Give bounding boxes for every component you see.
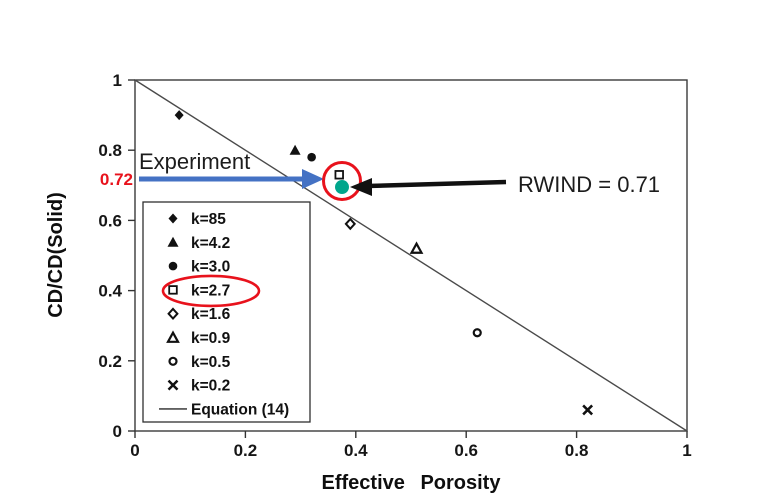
square-open-icon: [168, 285, 178, 295]
legend-item-k-0.5: k=0.5: [168, 354, 231, 371]
y-tick-label: 0.6: [98, 211, 122, 230]
experiment-label: Experiment: [139, 149, 250, 174]
y-tick-label: 0.2: [98, 352, 122, 371]
x-tick-label: 1: [682, 441, 691, 460]
rwind-arrow: [350, 178, 507, 196]
legend-item-label: k=0.5: [191, 354, 231, 371]
legend-item-k-1.6: k=1.6: [167, 306, 231, 323]
data-point-k-0.9: [410, 242, 423, 254]
legend-item-label: Equation (14): [191, 401, 289, 418]
data-point-k-1.6: [344, 218, 356, 230]
legend-item-equation-14-: Equation (14): [158, 401, 289, 418]
data-point-k-2.7: [334, 170, 344, 180]
x-tick-label: 0.6: [454, 441, 478, 460]
data-point-k-85: [174, 110, 184, 121]
rwind-arrowhead-icon: [350, 178, 372, 196]
x-tick-label: 0.4: [344, 441, 368, 460]
experiment-arrow: [139, 169, 324, 189]
x-tick-label: 0.2: [234, 441, 258, 460]
experiment-value-label: 0.72: [100, 170, 133, 189]
plot-area: [134, 79, 688, 432]
y-tick-label: 0.4: [98, 282, 122, 301]
legend-item-k-2.7: k=2.7: [168, 282, 230, 299]
data-points: [134, 79, 688, 432]
legend-item-label: k=2.7: [191, 282, 230, 299]
y-tick-label: 0.8: [98, 141, 122, 160]
data-point-k-4.2: [289, 144, 301, 155]
circle-filled-icon: [168, 261, 178, 271]
x-axis-ticks: 0 0.2 0.4 0.6 0.8 1: [130, 431, 692, 460]
legend: k=85 k=4.2 k=3.0 k=2.7 k=1.6 k=0.9 k=0.5 k=0.2 E…: [142, 201, 311, 423]
legend-item-label: k=0.2: [191, 378, 230, 395]
x-tick-label: 0: [130, 441, 139, 460]
x-tick-label: 0.8: [565, 441, 589, 460]
y-axis-title: CD/CD(Solid): [45, 192, 67, 318]
data-point-k-0.5: [472, 328, 482, 338]
equation-line: [134, 79, 688, 432]
legend-item-label: k=85: [191, 211, 226, 228]
legend-item-label: k=4.2: [191, 235, 230, 252]
legend-item-label: k=3.0: [191, 259, 230, 276]
legend-item-label: k=0.9: [191, 330, 231, 347]
legend-item-k-0.2: k=0.2: [167, 378, 230, 395]
data-point-k-0.2: [581, 404, 594, 416]
y-tick-label: 0: [113, 422, 122, 441]
legend-item-k-4.2: k=4.2: [167, 235, 230, 252]
circle-open-icon: [168, 356, 178, 366]
legend-item-label: k=1.6: [191, 306, 231, 323]
y-axis-ticks: 0 0.2 0.4 0.6 0.8 1: [98, 71, 135, 441]
rwind-arrow-shaft: [366, 179, 507, 189]
x-axis-title: Effective Porosity: [322, 472, 502, 494]
data-point-k-3.0: [307, 152, 316, 162]
legend-item-k-3.0: k=3.0: [168, 259, 230, 276]
legend-item-k-85: k=85: [168, 211, 226, 228]
legend-highlight-ellipse: [161, 274, 261, 308]
y-tick-label: 1: [113, 71, 122, 90]
experiment-point: [335, 180, 349, 195]
legend-item-k-0.9: k=0.9: [166, 330, 231, 347]
rwind-label: RWIND = 0.71: [518, 172, 660, 197]
highlight-circle: [322, 161, 362, 201]
experiment-arrowhead-icon: [302, 169, 324, 189]
